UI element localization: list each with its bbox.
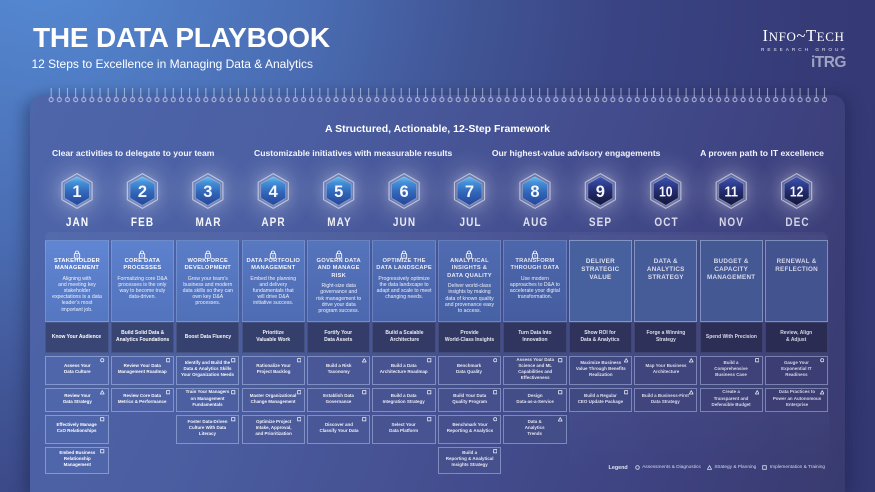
svg-text:4: 4 xyxy=(269,183,279,201)
svg-text:12: 12 xyxy=(790,183,804,200)
svg-text:2: 2 xyxy=(138,183,147,201)
svg-text:6: 6 xyxy=(400,183,409,201)
svg-text:5: 5 xyxy=(334,183,343,201)
svg-text:10: 10 xyxy=(659,183,673,200)
svg-text:7: 7 xyxy=(465,183,474,201)
svg-text:3: 3 xyxy=(203,183,212,201)
svg-text:9: 9 xyxy=(596,183,605,201)
svg-text:1: 1 xyxy=(72,183,81,201)
svg-text:8: 8 xyxy=(530,183,539,201)
svg-text:11: 11 xyxy=(724,183,738,200)
